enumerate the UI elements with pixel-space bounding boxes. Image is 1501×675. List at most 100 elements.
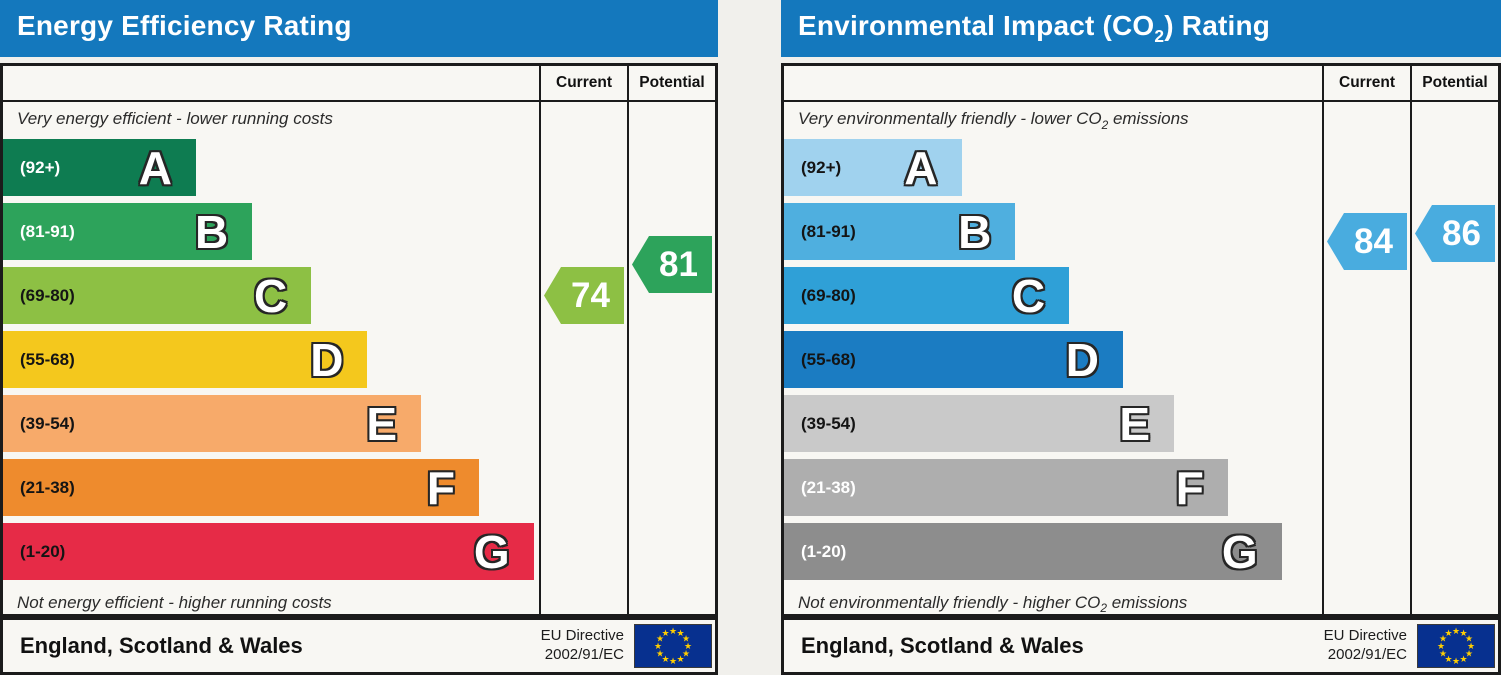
bands-area: Very environmentally friendly - lower CO…: [784, 102, 1322, 614]
band-letter: C: [1011, 269, 1046, 322]
panel-title-text: Environmental Impact (CO: [798, 10, 1155, 42]
eu-star-icon: ★: [1438, 633, 1448, 644]
band-e: (39-54) E: [3, 395, 422, 452]
band-letter: F: [1175, 461, 1204, 514]
region-label: England, Scotland & Wales: [20, 633, 303, 658]
panel-footer: England, Scotland & Wales EU Directive 2…: [781, 617, 1501, 675]
band-range-label: (81-91): [20, 221, 75, 241]
band-range-label: (1-20): [20, 541, 66, 561]
energy-rating-chart: Current Potential Very energy efficient …: [0, 63, 718, 617]
eu-star-icon: ★: [1438, 648, 1448, 659]
eu-star-icon: ★: [1451, 626, 1461, 636]
band-c: (69-80) C: [784, 267, 1070, 324]
current-rating-arrow: 74: [544, 267, 624, 324]
bottom-note: Not energy efficient - higher running co…: [17, 592, 332, 612]
panel-title-subscript: 2: [1154, 25, 1165, 46]
band-letter: G: [473, 525, 510, 578]
band-range-label: (1-20): [801, 541, 847, 561]
eu-flag-icon: ★ ★ ★ ★ ★ ★ ★ ★ ★ ★ ★ ★: [634, 624, 712, 668]
potential-column: 81: [627, 102, 715, 614]
band-range-label: (55-68): [20, 349, 75, 369]
current-column-header: Current: [539, 66, 627, 102]
current-rating-arrow: 84: [1327, 213, 1407, 270]
band-letter: D: [1065, 333, 1099, 386]
energy-efficiency-panel: Energy Efficiency Rating Current Potenti…: [0, 0, 718, 675]
panel-title-text-post: ) Rating: [1164, 10, 1271, 42]
current-column: 84: [1322, 102, 1410, 614]
potential-column-header: Potential: [627, 66, 715, 102]
band-range-label: (92+): [20, 157, 61, 177]
band-range-label: (55-68): [801, 349, 856, 369]
band-a: (92+) A: [3, 139, 196, 196]
header-empty-cell: [3, 66, 539, 102]
band-range-label: (39-54): [801, 413, 856, 433]
eu-star-icon: ★: [1464, 633, 1474, 644]
eu-star-icon: ★: [1466, 641, 1476, 651]
band-b: (81-91) B: [3, 203, 253, 260]
current-column-header: Current: [1322, 66, 1410, 102]
band-c: (69-80) C: [3, 267, 312, 324]
top-note: Very environmentally friendly - lower CO…: [798, 109, 1189, 132]
band-range-label: (21-38): [20, 477, 75, 497]
potential-column: 86: [1410, 102, 1498, 614]
eu-star-icon: ★: [653, 641, 663, 651]
potential-rating-arrow: 81: [632, 236, 712, 293]
panel-title-bar: Environmental Impact (CO2) Rating: [781, 0, 1501, 57]
current-rating-value: 84: [1354, 221, 1393, 261]
eu-star-icon: ★: [668, 626, 678, 636]
band-letter: D: [310, 333, 344, 386]
potential-rating-value: 86: [1442, 213, 1481, 253]
band-range-label: (69-80): [20, 285, 75, 305]
band-letter: A: [138, 141, 172, 194]
band-f: (21-38) F: [3, 459, 479, 516]
panel-title: Energy Efficiency Rating: [17, 10, 352, 47]
eu-star-icon: ★: [661, 628, 670, 639]
eu-star-icon: ★: [1459, 628, 1468, 639]
eu-star-icon: ★: [655, 633, 665, 644]
eu-star-icon: ★: [1444, 628, 1453, 639]
band-range-label: (39-54): [20, 413, 75, 433]
band-letter: E: [1119, 397, 1151, 450]
panel-title-bar: Energy Efficiency Rating: [0, 0, 718, 57]
band-range-label: (69-80): [801, 285, 856, 305]
band-letter: C: [253, 269, 288, 322]
region-label: England, Scotland & Wales: [801, 633, 1084, 658]
eu-star-icon: ★: [676, 653, 685, 664]
band-d: (55-68) D: [784, 331, 1123, 388]
band-e: (39-54) E: [784, 395, 1175, 452]
band-g: (1-20) G: [3, 523, 534, 580]
panel-footer: England, Scotland & Wales EU Directive 2…: [0, 617, 718, 675]
band-letter: B: [958, 205, 992, 258]
eu-directive-label: EU Directive 2002/91/EC: [1323, 627, 1407, 663]
eu-star-icon: ★: [1451, 656, 1461, 666]
band-b: (81-91) B: [784, 203, 1016, 260]
band-range-label: (21-38): [801, 477, 856, 497]
bottom-note: Not environmentally friendly - higher CO…: [798, 592, 1188, 614]
eu-directive-label: EU Directive 2002/91/EC: [540, 627, 624, 663]
panel-title: Environmental Impact (CO2) Rating: [798, 10, 1270, 47]
eu-star-icon: ★: [1436, 641, 1446, 651]
band-letter: E: [366, 397, 398, 450]
top-note: Very energy efficient - lower running co…: [17, 109, 333, 129]
environmental-impact-panel: Environmental Impact (CO2) Rating Curren…: [781, 0, 1501, 675]
potential-column-header: Potential: [1410, 66, 1498, 102]
environmental-rating-chart: Current Potential Very environmentally f…: [781, 63, 1501, 617]
eu-star-icon: ★: [683, 641, 693, 651]
current-column: 74: [539, 102, 627, 614]
band-letter: B: [195, 205, 229, 258]
current-rating-value: 74: [571, 275, 610, 315]
band-a: (92+) A: [784, 139, 962, 196]
band-range-label: (81-91): [801, 221, 856, 241]
band-f: (21-38) F: [784, 459, 1228, 516]
eu-flag-icon: ★ ★ ★ ★ ★ ★ ★ ★ ★ ★ ★ ★: [1417, 624, 1495, 668]
eu-star-icon: ★: [1459, 653, 1468, 664]
band-range-label: (92+): [801, 157, 842, 177]
band-letter: G: [1221, 525, 1258, 578]
band-g: (1-20) G: [784, 523, 1282, 580]
eu-star-icon: ★: [676, 628, 685, 639]
panel-title-text: Energy Efficiency Rating: [17, 10, 352, 42]
header-empty-cell: [784, 66, 1322, 102]
eu-star-icon: ★: [681, 648, 691, 659]
eu-star-icon: ★: [1444, 653, 1453, 664]
